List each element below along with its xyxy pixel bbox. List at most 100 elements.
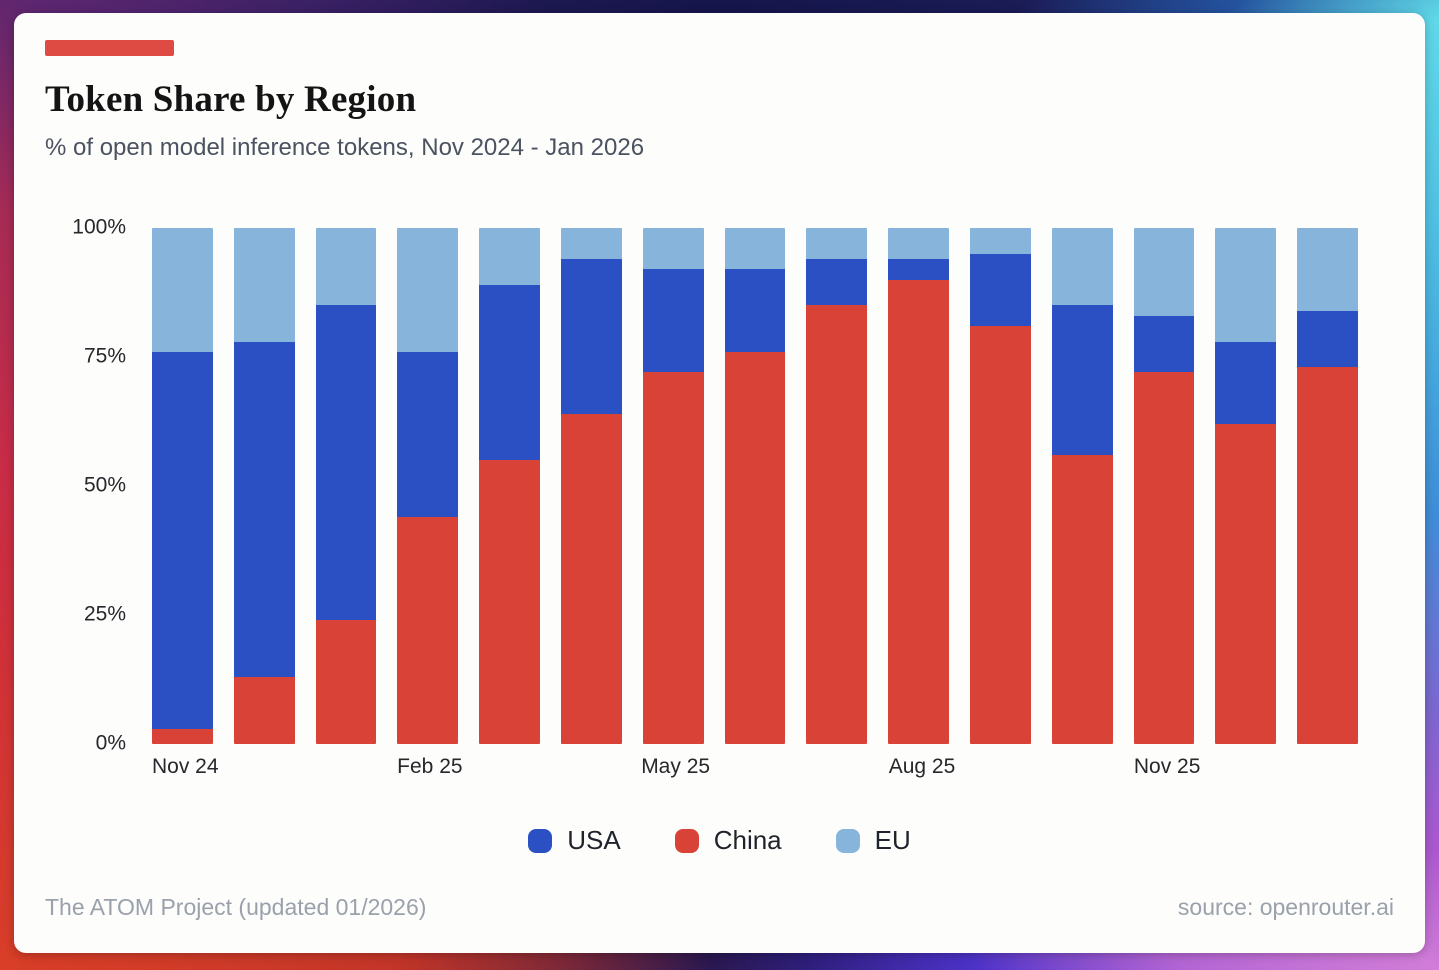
x-axis: Nov 24 Feb 25 May 25 Aug 25 Nov 25 [152, 755, 1358, 781]
x-axis-label-empty [1221, 755, 1279, 781]
stacked-bar-chart: 100% 75% 50% 25% 0% Nov 24 Feb 25 May 25 Aug 25… [45, 216, 1394, 781]
bar-segment-china [233, 676, 295, 744]
bar-segment-china [1133, 372, 1195, 744]
legend-item-eu: EU [835, 825, 911, 856]
bar-segment-eu [560, 228, 622, 259]
legend-label-china: China [713, 825, 782, 855]
bar-dec-25 [1215, 228, 1277, 744]
x-axis-label-empty [731, 755, 789, 781]
bar-segment-usa [888, 258, 949, 280]
bar-nov-25 [1133, 228, 1195, 744]
bar-segment-eu [724, 228, 786, 270]
bar-segment-china [1051, 455, 1113, 744]
legend-swatch-eu [835, 828, 860, 853]
bar-segment-usa [969, 253, 1031, 327]
footer: The ATOM Project (updated 01/2026) sourc… [45, 894, 1394, 921]
x-axis-label-empty [484, 755, 542, 781]
bar-segment-eu [806, 228, 868, 259]
plot-area [152, 228, 1358, 744]
legend: USA China EU [45, 825, 1394, 856]
bar-mar-25 [479, 228, 540, 744]
bar-segment-china [479, 460, 540, 744]
x-axis-label-empty [318, 755, 376, 781]
y-axis-tick: 50% [83, 473, 126, 497]
x-axis-label: May 25 [641, 755, 711, 778]
bar-segment-china [642, 372, 704, 744]
bar-segment-usa [315, 305, 377, 621]
bar-segment-china [397, 516, 459, 744]
bar-jan-26 [1297, 228, 1358, 744]
bar-dec-24 [233, 228, 295, 744]
chart-title: Token Share by Region [45, 79, 417, 120]
bar-segment-eu [315, 228, 377, 306]
bar-aug-25 [888, 228, 949, 744]
bar-segment-eu [233, 228, 295, 342]
x-axis-label: Nov 25 [1133, 755, 1201, 778]
legend-label-eu: EU [874, 825, 911, 855]
bar-segment-china [888, 279, 949, 744]
x-axis-label-empty [562, 755, 620, 781]
bar-segment-usa [1051, 305, 1113, 456]
bar-segment-usa [233, 341, 295, 677]
bar-segment-usa [479, 284, 540, 461]
x-axis-label: Feb 25 [397, 755, 463, 778]
bar-segment-china [152, 728, 213, 744]
bar-jun-25 [724, 228, 786, 744]
bar-segment-usa [1215, 341, 1277, 425]
x-axis-label-empty [1055, 755, 1113, 781]
bar-segment-eu [479, 228, 540, 285]
x-axis-label-empty [240, 755, 298, 781]
bar-segment-eu [1215, 228, 1277, 342]
y-axis-tick: 75% [83, 344, 126, 368]
legend-item-china: China [674, 825, 782, 856]
bar-apr-25 [560, 228, 622, 744]
y-axis-tick: 100% [72, 215, 126, 239]
legend-item-usa: USA [528, 825, 621, 856]
bar-jan-25 [315, 228, 377, 744]
bar-segment-usa [152, 351, 213, 729]
x-axis-label-empty [976, 755, 1034, 781]
bar-segment-usa [1133, 315, 1195, 373]
bar-segment-china [806, 305, 868, 744]
bar-segment-usa [397, 351, 459, 517]
bar-jul-25 [806, 228, 868, 744]
legend-label-usa: USA [567, 825, 621, 855]
bar-feb-25 [397, 228, 459, 744]
bar-segment-eu [397, 228, 459, 352]
bar-segment-eu [642, 228, 704, 270]
bar-segment-usa [1297, 310, 1358, 368]
bar-segment-china [1297, 367, 1358, 744]
bar-segment-eu [969, 228, 1031, 254]
y-axis-tick: 25% [83, 602, 126, 626]
x-axis-label-empty [1300, 755, 1358, 781]
bar-segment-china [315, 620, 377, 744]
footer-attribution: The ATOM Project (updated 01/2026) [45, 894, 427, 920]
bar-segment-eu [888, 228, 949, 259]
bar-segment-eu [1051, 228, 1113, 306]
bar-may-25 [642, 228, 704, 744]
bar-oct-25 [1051, 228, 1113, 744]
y-axis: 100% 75% 50% 25% 0% [45, 216, 152, 755]
bar-segment-usa [560, 258, 622, 414]
bar-segment-usa [806, 258, 868, 306]
bar-segment-eu [152, 228, 213, 352]
bar-segment-china [1215, 424, 1277, 744]
chart-subtitle: % of open model inference tokens, Nov 20… [45, 134, 645, 161]
bar-segment-china [969, 326, 1031, 744]
x-axis-label: Nov 24 [152, 755, 219, 778]
bar-segment-china [724, 351, 786, 744]
x-axis-label-empty [810, 755, 868, 781]
bar-segment-usa [642, 269, 704, 373]
plot-wrap: Nov 24 Feb 25 May 25 Aug 25 Nov 25 [152, 228, 1358, 781]
bar-segment-eu [1133, 228, 1195, 316]
chart-card: Token Share by Region % of open model in… [14, 13, 1425, 953]
legend-swatch-usa [528, 828, 553, 853]
bar-segment-usa [724, 269, 786, 352]
accent-bar [45, 40, 174, 56]
legend-swatch-china [674, 828, 699, 853]
bar-nov-24 [152, 228, 213, 744]
footer-source: source: openrouter.ai [1177, 894, 1394, 920]
x-axis-label: Aug 25 [888, 755, 956, 778]
bar-segment-eu [1297, 228, 1358, 311]
y-axis-tick: 0% [95, 731, 126, 755]
